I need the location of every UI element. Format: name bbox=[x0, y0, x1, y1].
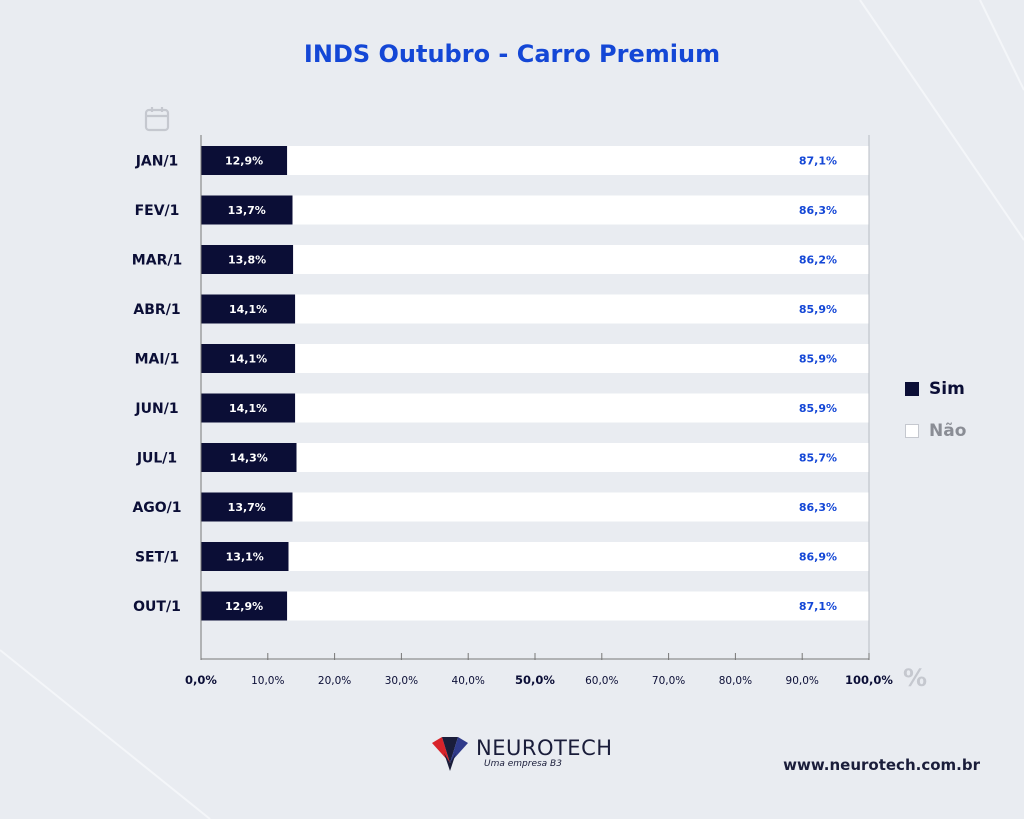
data-label-nao: 86,2% bbox=[799, 254, 837, 267]
x-tick-label: 50,0% bbox=[515, 673, 555, 687]
x-tick-label: 70,0% bbox=[652, 675, 685, 687]
bar-nao bbox=[292, 492, 869, 522]
data-label-nao: 87,1% bbox=[799, 600, 837, 613]
legend-swatch-sim bbox=[905, 382, 919, 396]
bar-sim bbox=[201, 344, 296, 373]
data-label-sim: 13,1% bbox=[226, 551, 264, 564]
x-tick-label: 100,0% bbox=[845, 673, 893, 687]
x-tick-label: 20,0% bbox=[318, 675, 351, 687]
bar-nao bbox=[287, 591, 869, 621]
legend-label-nao: Não bbox=[929, 421, 967, 441]
data-label-sim: 14,1% bbox=[229, 402, 267, 415]
bar-sim bbox=[201, 294, 296, 324]
bar-sim bbox=[201, 146, 288, 175]
legend: Sim Não bbox=[905, 378, 966, 462]
category-label: FEV/1 bbox=[135, 203, 180, 219]
bar-sim bbox=[201, 393, 296, 423]
data-label-nao: 85,9% bbox=[799, 353, 837, 366]
bar-nao bbox=[287, 146, 869, 175]
x-tick-label: 80,0% bbox=[719, 675, 752, 687]
legend-item-nao: Não bbox=[905, 420, 966, 442]
data-label-nao: 85,9% bbox=[799, 303, 837, 316]
data-label-sim: 13,7% bbox=[228, 501, 266, 514]
x-axis-unit-label: % bbox=[903, 664, 928, 692]
bar-nao bbox=[295, 294, 869, 324]
category-label: OUT/1 bbox=[133, 599, 181, 615]
data-label-nao: 87,1% bbox=[799, 155, 837, 168]
legend-swatch-nao bbox=[905, 424, 919, 438]
bar-sim bbox=[201, 492, 293, 522]
brand-name: NEUROTECH bbox=[476, 736, 613, 760]
legend-item-sim: Sim bbox=[905, 378, 966, 400]
data-label-sim: 12,9% bbox=[225, 155, 263, 168]
bar-nao bbox=[288, 542, 869, 571]
category-label: MAI/1 bbox=[135, 352, 180, 368]
data-label-nao: 85,7% bbox=[799, 452, 837, 465]
category-label: JUL/1 bbox=[136, 451, 177, 467]
website-link[interactable]: www.neurotech.com.br bbox=[783, 756, 980, 774]
category-label: ABR/1 bbox=[133, 302, 180, 318]
x-tick-label: 90,0% bbox=[786, 675, 819, 687]
category-label: MAR/1 bbox=[132, 253, 182, 269]
x-tick-label: 30,0% bbox=[385, 675, 418, 687]
legend-label-sim: Sim bbox=[929, 379, 965, 399]
bar-nao bbox=[296, 443, 869, 472]
bar-sim bbox=[201, 542, 289, 571]
data-label-nao: 86,3% bbox=[799, 204, 837, 217]
bar-sim bbox=[201, 245, 294, 274]
data-label-nao: 86,3% bbox=[799, 501, 837, 514]
data-label-sim: 14,1% bbox=[229, 353, 267, 366]
data-label-sim: 14,3% bbox=[230, 452, 268, 465]
x-tick-label: 40,0% bbox=[452, 675, 485, 687]
data-label-sim: 12,9% bbox=[225, 600, 263, 613]
category-label: SET/1 bbox=[135, 550, 179, 566]
bar-nao bbox=[295, 344, 869, 373]
data-label-nao: 85,9% bbox=[799, 402, 837, 415]
x-tick-label: 10,0% bbox=[251, 675, 284, 687]
chart-title: INDS Outubro - Carro Premium bbox=[303, 40, 721, 68]
bar-sim bbox=[201, 195, 293, 225]
bar-sim bbox=[201, 443, 297, 472]
category-label: AGO/1 bbox=[132, 500, 181, 516]
x-tick-label: 0,0% bbox=[185, 673, 217, 687]
category-label: JAN/1 bbox=[135, 154, 179, 170]
x-tick-label: 60,0% bbox=[585, 675, 618, 687]
brand-tagline: Uma empresa B3 bbox=[484, 759, 562, 769]
calendar-icon bbox=[144, 107, 170, 132]
brand-logo: NEUROTECH Uma empresa B3 bbox=[430, 733, 613, 773]
data-label-sim: 13,8% bbox=[228, 254, 266, 267]
data-label-sim: 13,7% bbox=[228, 204, 266, 217]
data-label-nao: 86,9% bbox=[799, 551, 837, 564]
bar-nao bbox=[293, 245, 870, 274]
data-label-sim: 14,1% bbox=[229, 303, 267, 316]
category-label: JUN/1 bbox=[134, 401, 178, 417]
neurotech-logo-icon bbox=[432, 737, 468, 771]
bar-sim bbox=[201, 591, 288, 621]
bar-nao bbox=[295, 393, 869, 423]
bar-nao bbox=[292, 195, 869, 225]
